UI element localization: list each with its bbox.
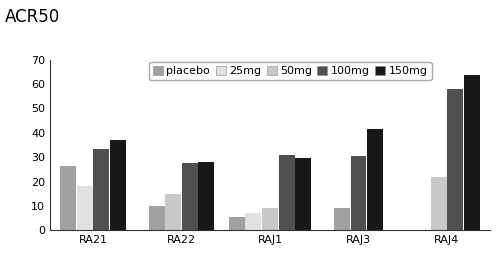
- Bar: [165, 194, 181, 230]
- Bar: [464, 76, 480, 230]
- Bar: [182, 163, 198, 230]
- Text: ACR50: ACR50: [5, 8, 60, 26]
- Bar: [334, 208, 350, 230]
- Bar: [198, 162, 214, 230]
- Bar: [110, 140, 126, 230]
- Bar: [60, 166, 76, 230]
- Bar: [295, 158, 311, 230]
- Bar: [350, 156, 366, 230]
- Bar: [278, 155, 294, 230]
- Bar: [367, 129, 383, 230]
- Bar: [94, 149, 110, 230]
- Legend: placebo, 25mg, 50mg, 100mg, 150mg: placebo, 25mg, 50mg, 100mg, 150mg: [149, 62, 432, 80]
- Bar: [76, 186, 92, 230]
- Bar: [262, 208, 278, 230]
- Bar: [246, 213, 262, 230]
- Bar: [430, 177, 446, 230]
- Bar: [148, 206, 164, 230]
- Bar: [448, 89, 464, 230]
- Bar: [229, 217, 245, 230]
